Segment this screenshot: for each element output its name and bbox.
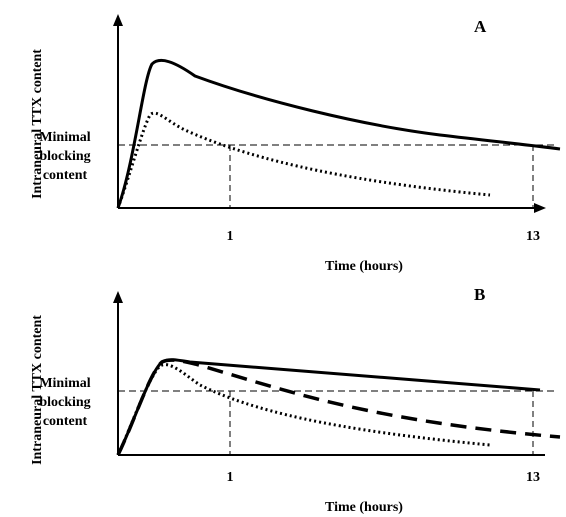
panel-b-dotted-curve xyxy=(116,363,491,456)
panel-a-threshold-label-line-2: blocking xyxy=(39,149,90,164)
panel-b-dashed-curve xyxy=(116,358,561,456)
panel-a-solid-curve xyxy=(116,59,561,209)
panel-a-y-axis-title: Intraneural TTX content xyxy=(30,49,45,199)
panel-b-threshold-label-line-3: content xyxy=(43,414,88,429)
panel-a-tick-label-1: 1 xyxy=(227,229,234,244)
panel-b-label: B xyxy=(474,285,485,304)
panel-b-threshold-label-line-2: blocking xyxy=(39,395,90,410)
panel-b-tick-label-13: 13 xyxy=(526,470,540,485)
panel-b-tick-label-1: 1 xyxy=(227,470,234,485)
panel-a-threshold-label-line-1: Minimal xyxy=(39,130,90,145)
panel-a-threshold-label-line-3: content xyxy=(43,168,88,183)
panel-b: B Intraneural TTX content Minimal blocki… xyxy=(30,285,561,515)
panel-b-y-axis-arrow xyxy=(113,291,123,303)
panel-a-tick-label-13: 13 xyxy=(526,229,540,244)
panel-b-y-axis-title: Intraneural TTX content xyxy=(30,315,45,465)
panel-b-x-axis-title: Time (hours) xyxy=(325,500,403,515)
panel-a-dotted-curve xyxy=(116,111,491,209)
panel-a: A Intraneural TTX content Minimal blocki… xyxy=(30,14,561,274)
panel-a-label: A xyxy=(474,17,487,36)
panel-a-x-axis-arrow xyxy=(534,203,546,213)
panel-a-x-axis-title: Time (hours) xyxy=(325,259,403,274)
panel-b-threshold-label-line-1: Minimal xyxy=(39,376,90,391)
panel-b-solid-curve xyxy=(116,358,541,456)
panel-a-y-axis-arrow xyxy=(113,14,123,26)
